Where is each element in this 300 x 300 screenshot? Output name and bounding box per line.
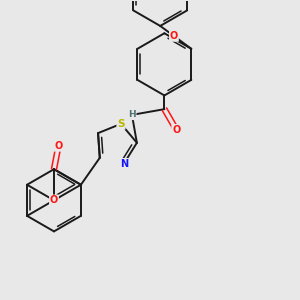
Text: O: O [54,141,63,151]
Text: N: N [120,159,128,169]
Text: O: O [50,195,58,205]
Text: S: S [117,119,125,129]
Text: O: O [170,31,178,41]
Text: O: O [172,125,180,135]
Text: H: H [128,110,136,119]
